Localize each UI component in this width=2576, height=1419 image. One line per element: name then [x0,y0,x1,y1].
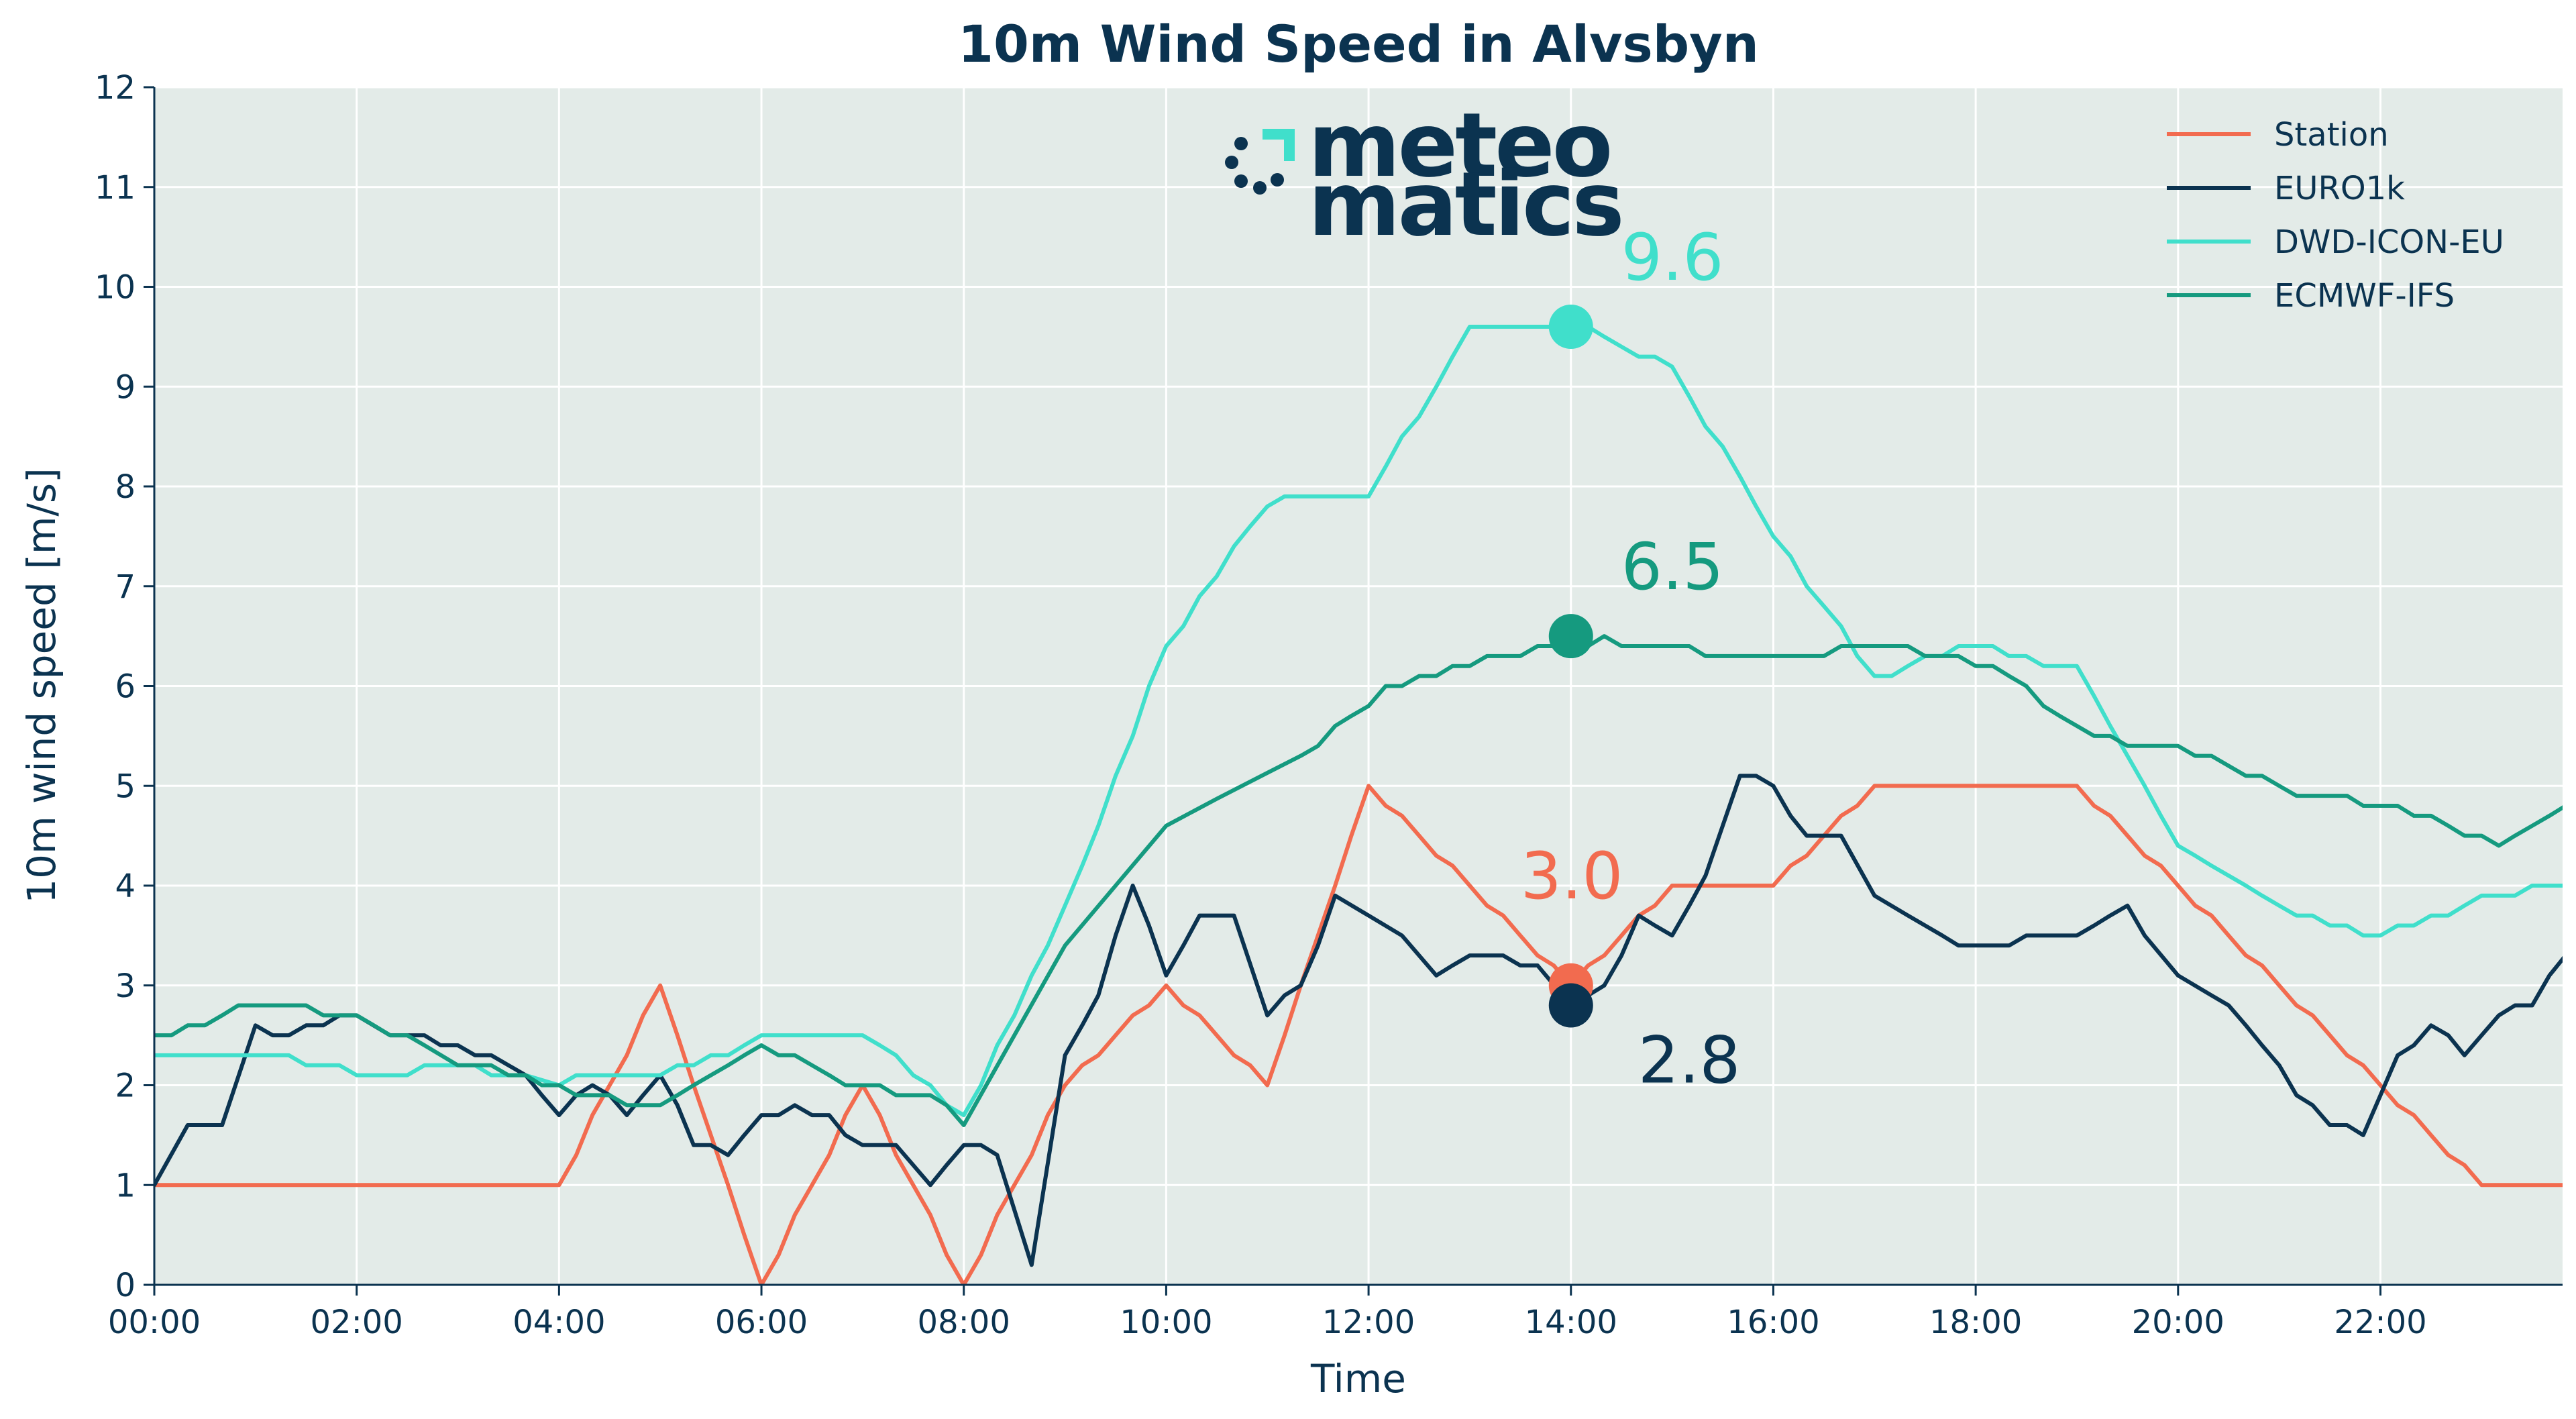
logo-mark-icon [1225,129,1295,195]
x-axis-label: Time [1310,1356,1406,1402]
x-tick-label: 16:00 [1727,1304,1819,1341]
y-tick-label: 1 [115,1167,136,1204]
legend-label: ECMWF-IFS [2274,277,2455,315]
annotation-marker [1548,983,1593,1028]
y-tick-label: 6 [115,668,136,706]
logo-text-line1: meteo [1308,94,1610,197]
annotation-marker [1548,614,1593,659]
y-axis-label: 10m wind speed [m/s] [19,468,64,903]
y-tick-label: 12 [95,69,136,107]
x-tick-label: 02:00 [311,1304,403,1341]
legend-label: EURO1k [2274,170,2405,207]
y-tick-label: 7 [115,568,136,606]
series-line-dwd-icon-eu [154,325,2563,1118]
chart-title: 10m Wind Speed in Alvsbyn [958,14,1759,74]
meteomatics-logo: meteo matics [1225,94,1625,256]
annotation-label: 3.0 [1521,839,1623,914]
x-tick-label: 14:00 [1525,1304,1617,1341]
legend: Station EURO1k DWD-ICON-EU ECMWF-IFS [2167,116,2504,315]
logo-text-line2: matics [1308,153,1622,256]
y-tick-label: 5 [115,768,136,805]
series-layer [154,325,2563,1285]
series-line-euro1k [154,774,2563,1267]
y-tick-label: 9 [115,368,136,406]
x-tick-label: 20:00 [2132,1304,2224,1341]
x-tick-label: 18:00 [1929,1304,2022,1341]
annotation-label: 9.6 [1621,220,1724,295]
y-tick-label: 3 [115,967,136,1005]
y-tick-label: 10 [95,269,136,307]
legend-label: Station [2274,116,2389,154]
annotations: 9.6 6.5 3.0 2.8 [1521,220,1741,1098]
annotation-label: 2.8 [1638,1023,1741,1098]
y-tick-label: 4 [115,868,136,905]
y-tick-label: 2 [115,1067,136,1105]
x-tick-label: 08:00 [918,1304,1010,1341]
legend-label: DWD-ICON-EU [2274,223,2504,261]
y-tick-label: 0 [115,1267,136,1304]
y-tick-label: 11 [95,169,136,207]
x-tick-label: 00:00 [108,1304,201,1341]
x-tick-label: 22:00 [2334,1304,2426,1341]
x-tick-label: 12:00 [1322,1304,1415,1341]
x-tick-label: 06:00 [715,1304,808,1341]
series-line-ecmwf-ifs [154,634,2563,1127]
x-tick-label: 10:00 [1120,1304,1212,1341]
series-line-station [154,784,2563,1285]
y-tick-label: 8 [115,468,136,506]
x-tick-label: 04:00 [513,1304,605,1341]
annotation-marker [1548,305,1593,349]
annotation-label: 6.5 [1621,529,1724,605]
